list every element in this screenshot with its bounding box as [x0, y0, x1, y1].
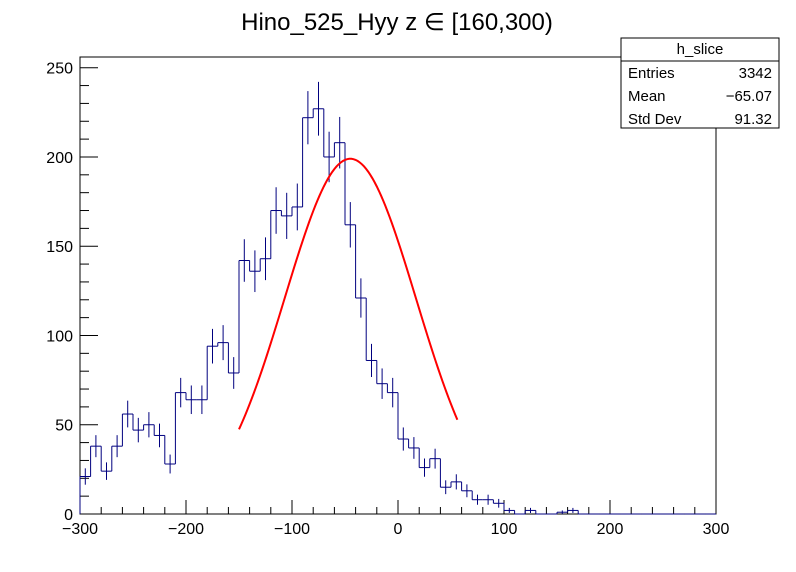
x-tick-label: −200	[168, 521, 204, 538]
y-tick-label: 50	[55, 418, 73, 435]
x-tick-label: 100	[491, 521, 518, 538]
x-tick-label: 300	[703, 521, 730, 538]
stats-entries-label: Entries	[628, 65, 675, 82]
x-axis: −300 −200 −100 0 100 200 300	[62, 500, 729, 538]
y-tick-label: 250	[46, 61, 73, 78]
stats-box-name: h_slice	[677, 41, 724, 58]
stats-box-frame	[620, 37, 780, 129]
chart-title: Hino_525_Hyy z ∈ [160,300)	[241, 9, 553, 36]
y-tick-label: 150	[46, 239, 73, 256]
stats-stddev-label: Std Dev	[628, 111, 682, 128]
x-tick-label: −300	[62, 521, 98, 538]
stats-mean-value: −65.07	[726, 88, 772, 105]
stats-mean-label: Mean	[628, 88, 666, 105]
y-tick-label: 0	[64, 507, 73, 524]
gaussian-fit-curve	[238, 157, 459, 430]
stats-box: h_slice Entries 3342 Mean −65.07 Std Dev…	[620, 37, 780, 129]
x-tick-label: 200	[597, 521, 624, 538]
x-tick-label: −100	[274, 521, 310, 538]
stats-stddev-value: 91.32	[734, 111, 772, 128]
y-tick-label: 100	[46, 328, 73, 345]
histogram	[79, 108, 716, 515]
stats-entries-value: 3342	[739, 65, 772, 82]
y-tick-label: 200	[46, 150, 73, 167]
error-bars	[84, 81, 574, 514]
x-tick-label: 0	[394, 521, 403, 538]
y-axis: 0 50 100 150 200 250	[46, 61, 98, 524]
